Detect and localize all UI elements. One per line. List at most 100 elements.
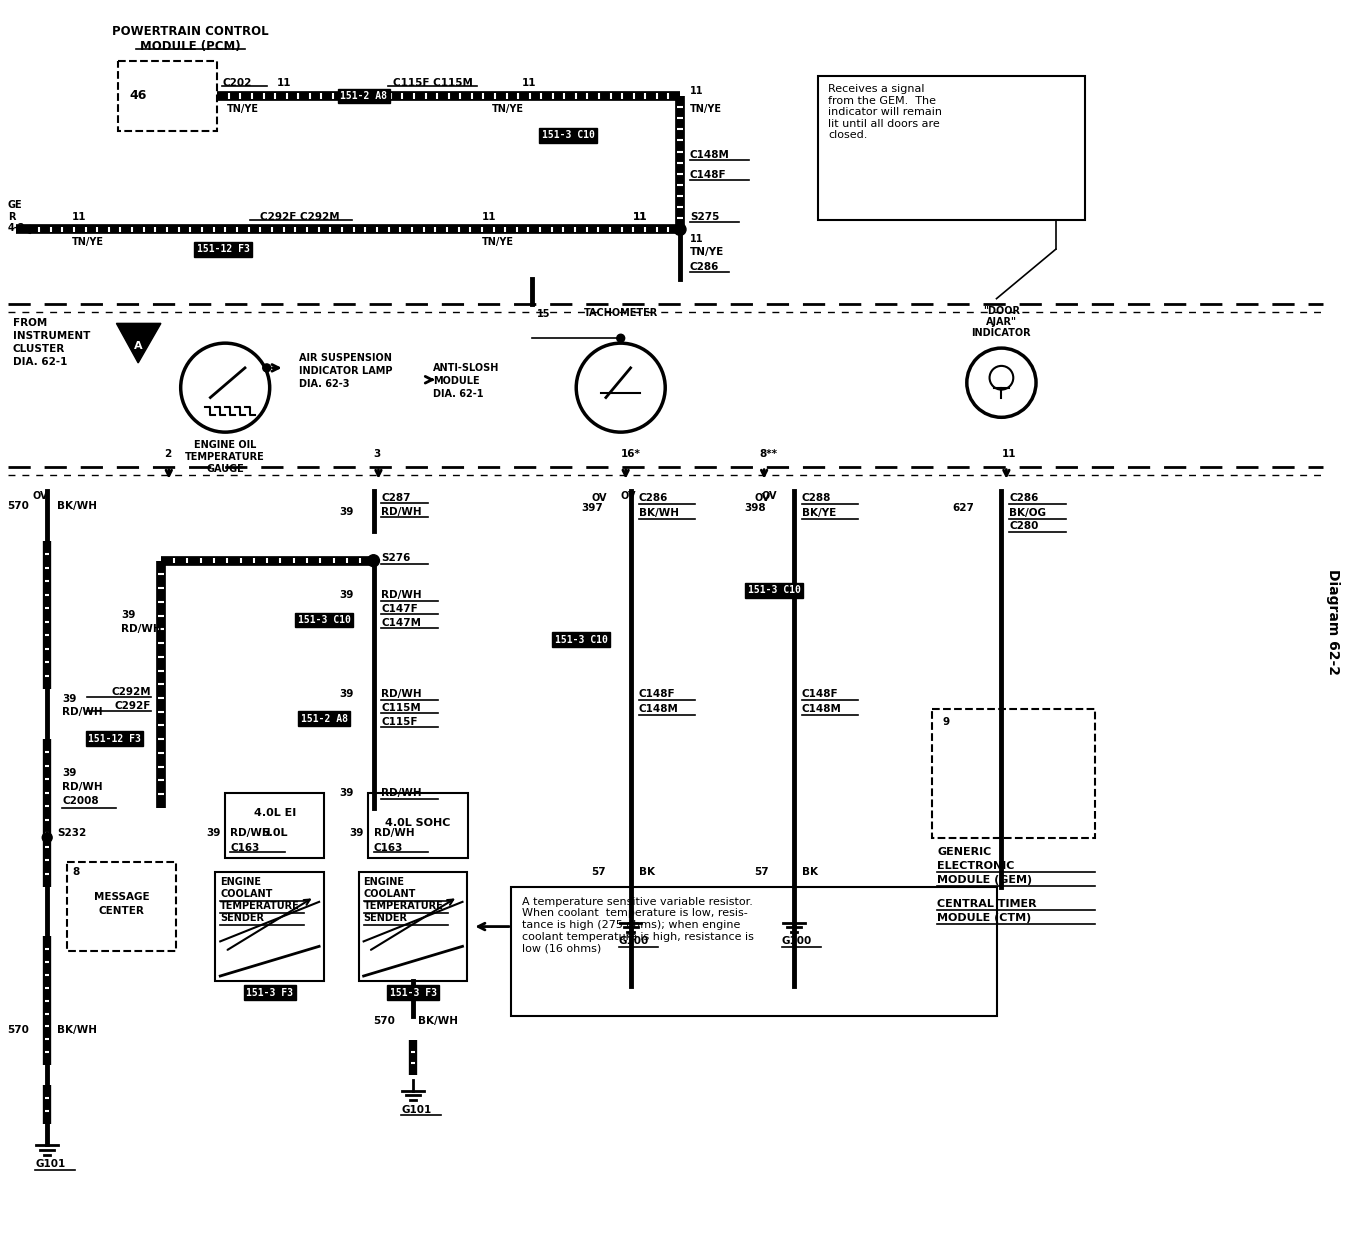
Text: 151-2 A8: 151-2 A8 xyxy=(340,91,387,101)
Text: C292F C292M: C292F C292M xyxy=(260,211,340,221)
Text: OV: OV xyxy=(754,494,769,504)
FancyBboxPatch shape xyxy=(359,872,467,982)
Text: C147M: C147M xyxy=(382,618,422,628)
Text: INSTRUMENT: INSTRUMENT xyxy=(12,331,90,341)
Text: RD/WH: RD/WH xyxy=(382,508,422,518)
Text: ENGINE: ENGINE xyxy=(364,877,405,887)
Text: 151-12 F3: 151-12 F3 xyxy=(197,244,249,254)
Text: 151-2 A8: 151-2 A8 xyxy=(301,714,348,724)
Text: 39: 39 xyxy=(205,827,220,837)
Text: A temperature sensitive variable resistor.
When coolant  temperature is low, res: A temperature sensitive variable resisto… xyxy=(522,897,754,953)
Text: BK/WH: BK/WH xyxy=(418,1015,459,1025)
Text: BK: BK xyxy=(638,867,654,877)
Text: OV: OV xyxy=(33,491,48,501)
Text: 151-12 F3: 151-12 F3 xyxy=(88,734,141,744)
Text: ENGINE: ENGINE xyxy=(220,877,261,887)
Text: 4.0L SOHC: 4.0L SOHC xyxy=(385,817,450,827)
Text: C280: C280 xyxy=(1009,521,1039,531)
Text: GE: GE xyxy=(8,200,22,210)
Text: GENERIC: GENERIC xyxy=(938,847,991,857)
Text: MESSAGE: MESSAGE xyxy=(93,892,149,902)
Text: G100: G100 xyxy=(619,937,649,947)
Text: 15: 15 xyxy=(537,309,550,318)
Text: AJAR": AJAR" xyxy=(986,317,1017,327)
FancyBboxPatch shape xyxy=(225,792,324,857)
Text: 11: 11 xyxy=(632,211,648,221)
FancyBboxPatch shape xyxy=(368,792,468,857)
Text: 151-3 F3: 151-3 F3 xyxy=(390,988,437,998)
Text: RD/WH: RD/WH xyxy=(122,624,162,634)
Text: 46: 46 xyxy=(130,90,146,102)
Text: C115M: C115M xyxy=(382,703,422,713)
Text: S232: S232 xyxy=(57,827,86,837)
Text: 570: 570 xyxy=(374,1015,396,1025)
Text: 8**: 8** xyxy=(760,449,778,459)
Text: C202: C202 xyxy=(222,78,252,88)
Text: 8: 8 xyxy=(73,867,79,877)
Text: BK/WH: BK/WH xyxy=(638,509,679,519)
Text: TN/YE: TN/YE xyxy=(690,103,721,114)
Text: 11: 11 xyxy=(522,78,537,88)
Circle shape xyxy=(42,832,52,842)
Text: SENDER: SENDER xyxy=(364,913,408,923)
Text: TN/YE: TN/YE xyxy=(73,238,104,248)
Text: 11: 11 xyxy=(632,211,648,221)
Text: 39: 39 xyxy=(340,789,353,799)
Text: RD/WH: RD/WH xyxy=(230,827,271,837)
FancyBboxPatch shape xyxy=(118,61,218,131)
Text: A: A xyxy=(134,338,142,348)
Text: S275: S275 xyxy=(690,211,719,221)
Text: S276: S276 xyxy=(382,552,411,562)
Text: AIR SUSPENSION: AIR SUSPENSION xyxy=(300,353,393,363)
Text: 4.0L EI: 4.0L EI xyxy=(253,807,296,817)
Text: 39: 39 xyxy=(62,694,77,704)
Text: DIA. 62-3: DIA. 62-3 xyxy=(300,378,350,388)
Circle shape xyxy=(368,555,379,566)
Text: RD/WH: RD/WH xyxy=(62,707,103,717)
Text: RD/WH: RD/WH xyxy=(382,789,422,799)
Text: 11: 11 xyxy=(482,211,497,221)
Text: TN/YE: TN/YE xyxy=(482,238,515,248)
Text: TN/YE: TN/YE xyxy=(493,103,524,114)
Text: G100: G100 xyxy=(782,937,812,947)
Text: TEMPERATURE: TEMPERATURE xyxy=(185,452,266,462)
Text: 57: 57 xyxy=(591,867,605,877)
Text: 5.0L: 5.0L xyxy=(261,827,287,837)
Text: C292F: C292F xyxy=(115,702,151,712)
Text: "DOOR: "DOOR xyxy=(983,306,1020,316)
Text: 11: 11 xyxy=(277,78,292,88)
Text: 39: 39 xyxy=(340,508,353,518)
Text: C148F: C148F xyxy=(690,170,727,180)
Text: BK/OG: BK/OG xyxy=(1009,509,1046,519)
Circle shape xyxy=(263,364,271,372)
Text: C286: C286 xyxy=(690,262,719,272)
Text: RD/WH: RD/WH xyxy=(382,689,422,699)
Text: TN/YE: TN/YE xyxy=(227,103,259,114)
Text: C292M: C292M xyxy=(111,687,151,698)
Text: RD/WH: RD/WH xyxy=(374,827,415,837)
FancyBboxPatch shape xyxy=(512,887,997,1016)
Text: C163: C163 xyxy=(374,842,402,852)
Text: OV: OV xyxy=(620,491,637,501)
Text: TACHOMETER: TACHOMETER xyxy=(583,309,658,318)
Text: 151-3 F3: 151-3 F3 xyxy=(246,988,293,998)
Text: C148M: C148M xyxy=(802,704,842,714)
Text: INDICATOR: INDICATOR xyxy=(972,328,1031,338)
Text: ENGINE OIL: ENGINE OIL xyxy=(194,440,256,450)
Text: MODULE (CTM): MODULE (CTM) xyxy=(938,913,1031,923)
Text: 11: 11 xyxy=(73,211,86,221)
Text: 4-2: 4-2 xyxy=(8,224,25,234)
Text: ELECTRONIC: ELECTRONIC xyxy=(938,861,1014,871)
Text: C2008: C2008 xyxy=(62,796,99,806)
Text: 627: 627 xyxy=(951,504,973,514)
Text: C288: C288 xyxy=(802,494,831,504)
Text: C147F: C147F xyxy=(382,605,418,615)
Text: MODULE: MODULE xyxy=(433,376,479,386)
Text: RD/WH: RD/WH xyxy=(62,782,103,792)
Text: TEMPERATURE: TEMPERATURE xyxy=(220,901,300,911)
Text: INDICATOR LAMP: INDICATOR LAMP xyxy=(300,366,393,376)
Text: 3: 3 xyxy=(374,449,381,459)
Circle shape xyxy=(674,224,686,235)
Text: 57: 57 xyxy=(754,867,769,877)
Text: C148F: C148F xyxy=(802,689,838,699)
